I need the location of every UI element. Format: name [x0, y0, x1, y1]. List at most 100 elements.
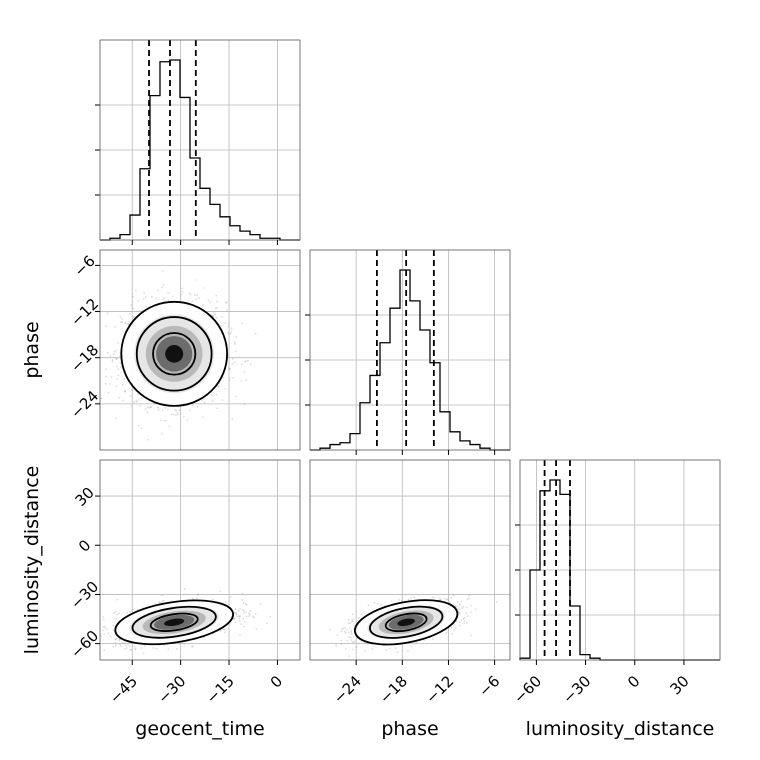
sample-point: [118, 396, 120, 399]
histogram-geocent_time: [100, 59, 300, 241]
sample-point: [112, 353, 115, 356]
sample-point: [340, 643, 343, 645]
sample-point: [106, 312, 109, 315]
sample-point: [235, 336, 238, 338]
sample-point: [180, 293, 183, 296]
contour-line: [369, 605, 444, 639]
density-level: [397, 618, 415, 627]
sample-point: [115, 349, 118, 352]
sample-point: [228, 379, 231, 382]
sample-point: [495, 601, 498, 603]
sample-point: [112, 624, 115, 627]
sample-point: [335, 642, 337, 645]
sample-point: [351, 613, 354, 616]
sample-point: [371, 647, 374, 650]
sample-point: [350, 629, 353, 632]
sample-point: [149, 406, 152, 409]
sample-point: [129, 645, 132, 647]
sample-point: [163, 419, 166, 422]
sample-point: [223, 628, 226, 631]
sample-point: [364, 650, 366, 652]
y-axis-label-luminosity_distance: luminosity_distance: [21, 466, 43, 655]
sample-point: [115, 637, 118, 640]
sample-point: [100, 635, 103, 637]
sample-point: [162, 284, 165, 286]
sample-point: [211, 399, 214, 402]
panel-geocent_time-vs-luminosity_distance-frame: [99, 459, 301, 661]
sample-point: [407, 598, 410, 601]
sample-point: [347, 631, 350, 634]
sample-point: [160, 601, 163, 604]
sample-point: [230, 596, 232, 598]
sample-point: [252, 616, 255, 618]
x-tick-label: 30: [667, 672, 693, 698]
sample-point: [203, 401, 206, 404]
sample-point: [102, 618, 105, 621]
sample-point: [242, 601, 245, 604]
sample-point: [451, 633, 454, 635]
sample-point: [212, 311, 215, 314]
sample-point: [121, 317, 124, 320]
sample-point: [462, 617, 465, 620]
sample-point: [131, 389, 133, 391]
sample-point: [466, 598, 469, 600]
sample-point: [463, 617, 466, 619]
sample-point: [100, 397, 103, 400]
sample-point: [194, 298, 197, 301]
sample-point: [468, 594, 470, 597]
sample-point: [114, 417, 117, 420]
sample-point: [144, 644, 146, 647]
sample-point: [115, 365, 118, 368]
sample-point: [380, 603, 382, 606]
sample-point: [119, 315, 122, 318]
sample-point: [230, 327, 233, 330]
sample-point: [245, 611, 248, 613]
sample-point: [114, 641, 117, 644]
sample-point: [182, 415, 185, 418]
sample-point: [223, 628, 225, 631]
sample-point: [109, 354, 112, 357]
sample-point: [161, 600, 164, 603]
sample-point: [154, 602, 156, 605]
sample-point: [245, 603, 248, 606]
sample-point: [159, 419, 162, 422]
sample-point: [129, 395, 132, 397]
sample-point: [201, 399, 203, 401]
y-tick-label: 0: [75, 536, 94, 555]
sample-point: [103, 633, 105, 636]
sample-point: [113, 350, 116, 353]
sample-point: [188, 292, 191, 295]
sample-point: [133, 401, 136, 404]
sample-point: [249, 363, 252, 366]
sample-point: [410, 645, 413, 648]
contour-line: [149, 612, 199, 632]
sample-point: [183, 588, 186, 591]
sample-point: [336, 634, 339, 636]
sample-point: [241, 592, 244, 595]
sample-point: [240, 623, 243, 626]
sample-point: [453, 629, 455, 632]
sample-point: [130, 648, 132, 651]
sample-point: [115, 385, 118, 388]
sample-point: [440, 598, 442, 601]
sample-point: [114, 610, 117, 613]
sample-point: [121, 641, 123, 644]
sample-point: [466, 615, 469, 618]
sample-point: [152, 647, 155, 649]
sample-point: [167, 408, 169, 411]
sample-point: [244, 602, 247, 605]
sample-point: [102, 616, 104, 618]
sample-point: [241, 322, 243, 325]
sample-point: [135, 289, 137, 292]
sample-point: [433, 597, 435, 599]
sample-point: [127, 323, 130, 325]
sample-point: [106, 628, 108, 631]
sample-point: [237, 609, 240, 612]
sample-point: [145, 296, 147, 298]
sample-point: [219, 590, 222, 593]
contour-line: [131, 605, 217, 639]
sample-point: [354, 640, 356, 642]
x-tick-label: −12: [422, 672, 457, 707]
sample-point: [243, 612, 246, 615]
x-axis-label-luminosity_distance: luminosity_distance: [526, 718, 715, 740]
